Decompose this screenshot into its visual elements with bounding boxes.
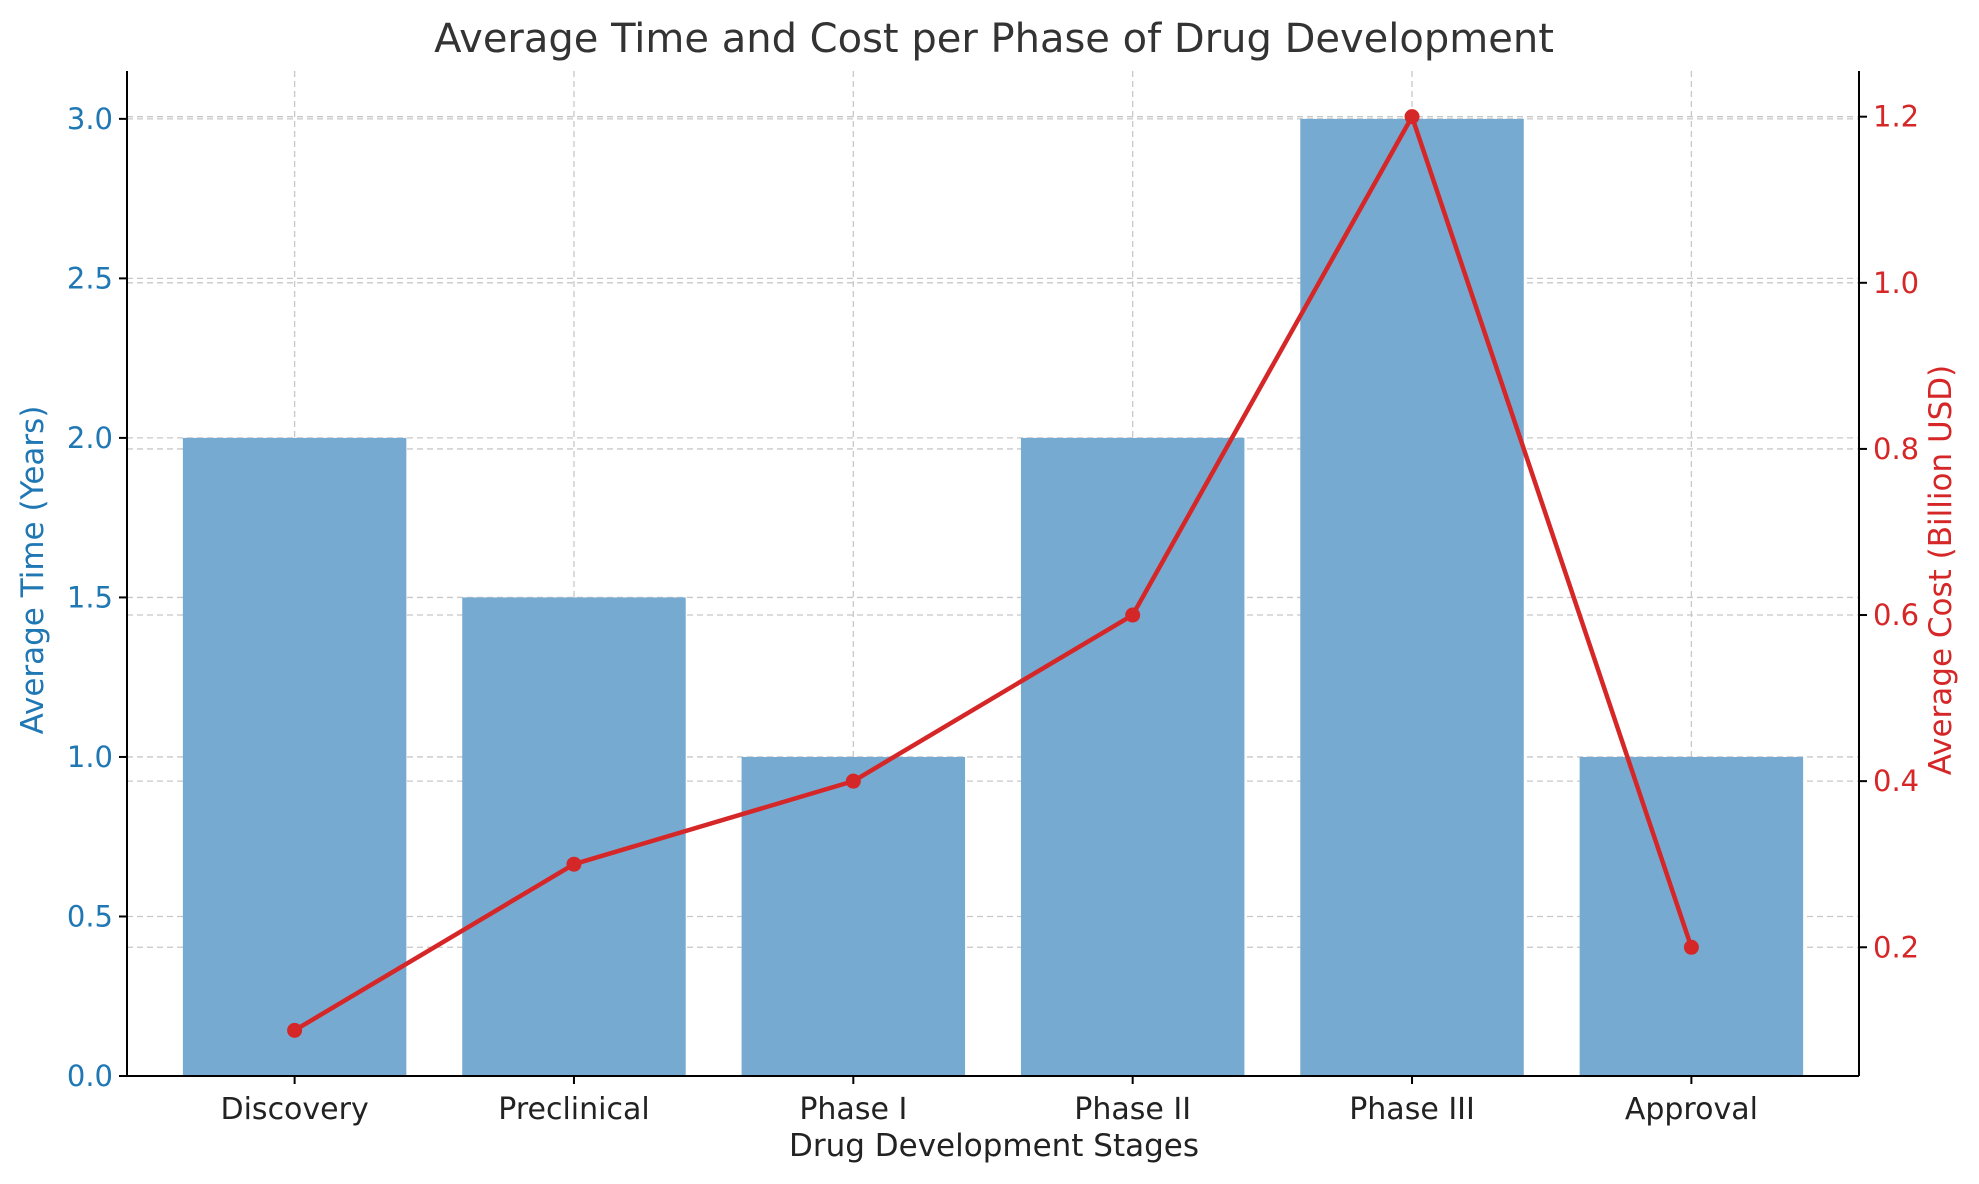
line-series bbox=[287, 109, 1699, 1038]
cost-point-phase-ii bbox=[1125, 607, 1141, 623]
right-tick-label: 1.0 bbox=[1873, 266, 1919, 300]
cost-point-preclinical bbox=[566, 856, 582, 872]
bar-series bbox=[182, 118, 1804, 1077]
left-axis-label: Average Time (Years) bbox=[15, 406, 51, 735]
left-tick-label: 2.5 bbox=[67, 261, 113, 295]
cost-line bbox=[293, 114, 1694, 1033]
left-tick-label: 1.5 bbox=[67, 580, 113, 614]
x-tick-label: Phase II bbox=[1074, 1092, 1191, 1127]
left-tick-label: 0.0 bbox=[67, 1059, 113, 1093]
left-tick-label: 0.5 bbox=[67, 899, 113, 933]
right-tick-label: 0.2 bbox=[1873, 930, 1919, 964]
bar-phase-ii bbox=[1020, 437, 1245, 1076]
x-axis-label: Drug Development Stages bbox=[789, 1128, 1199, 1164]
chart-title: Average Time and Cost per Phase of Drug … bbox=[434, 16, 1554, 62]
x-tick-label: Preclinical bbox=[498, 1092, 649, 1127]
bar-approval bbox=[1579, 756, 1804, 1076]
bar-preclinical bbox=[462, 597, 686, 1076]
cost-point-discovery bbox=[287, 1022, 303, 1038]
right-tick-label: 0.4 bbox=[1873, 764, 1919, 798]
right-tick-label: 1.2 bbox=[1873, 100, 1919, 134]
bar-phase-iii bbox=[1300, 118, 1524, 1077]
x-tick-label: Phase III bbox=[1349, 1092, 1475, 1127]
bar-discovery bbox=[182, 437, 407, 1076]
left-tick-label: 3.0 bbox=[67, 102, 113, 136]
right-axis-label: Average Cost (Billion USD) bbox=[1923, 365, 1959, 776]
right-tick-label: 0.6 bbox=[1873, 598, 1919, 632]
x-tick-label: Approval bbox=[1625, 1092, 1758, 1127]
bar-phase-i bbox=[741, 756, 966, 1076]
x-tick-label: Discovery bbox=[221, 1092, 369, 1127]
cost-point-phase-i bbox=[845, 773, 861, 789]
axes bbox=[119, 71, 1867, 1084]
right-tick-label: 0.8 bbox=[1873, 432, 1919, 466]
cost-point-approval bbox=[1683, 939, 1699, 955]
tick-labels: 0.0 0.5 1.0 1.5 2.0 2.5 3.0 0.2 0.4 0.6 0.8 1.0 1.2 D… bbox=[67, 100, 1919, 1127]
x-tick-label: Phase I bbox=[799, 1092, 907, 1127]
cost-point-phase-iii bbox=[1404, 109, 1420, 125]
left-tick-label: 2.0 bbox=[67, 421, 113, 455]
left-tick-label: 1.0 bbox=[67, 740, 113, 774]
